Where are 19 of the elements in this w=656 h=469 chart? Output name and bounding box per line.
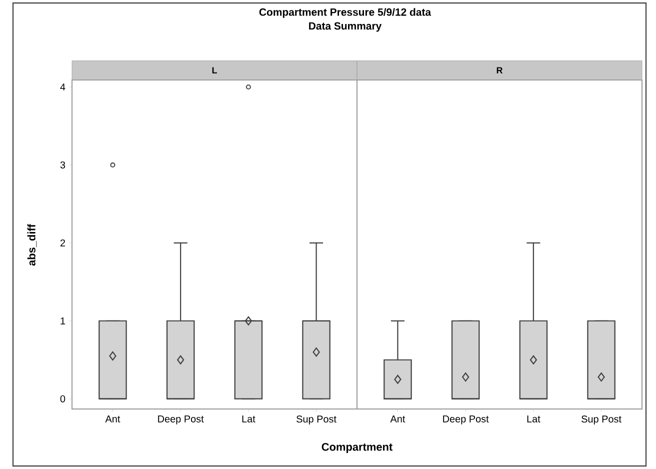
chart-subtitle: Data Summary bbox=[309, 22, 382, 32]
x-tick-label: Deep Post bbox=[158, 416, 204, 424]
x-tick-label: Lat bbox=[527, 416, 540, 422]
x-axis-title: Compartment bbox=[322, 443, 392, 453]
y-tick-label: 1 bbox=[60, 317, 66, 324]
x-tick-label: Ant bbox=[390, 416, 406, 422]
x-tick-label: Sup Post bbox=[296, 416, 336, 425]
y-tick-label: 2 bbox=[60, 239, 65, 246]
x-tick-label: Deep Post bbox=[443, 416, 489, 424]
chart-title: Compartment Pressure 5/9/12 data bbox=[259, 8, 432, 18]
y-tick-label: 4 bbox=[60, 84, 66, 90]
text: L bbox=[212, 67, 217, 74]
text: R bbox=[496, 67, 503, 74]
x-tick-label: Ant bbox=[105, 416, 120, 422]
y-tick-label: 0 bbox=[60, 395, 66, 402]
x-tick-label: Lat bbox=[242, 416, 256, 422]
y-tick-label: 3 bbox=[60, 161, 66, 168]
x-tick-label: Sup Post bbox=[582, 416, 622, 425]
y-axis-title: abs_diff bbox=[27, 224, 37, 266]
